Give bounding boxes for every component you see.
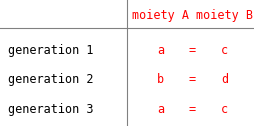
Text: c: c — [220, 44, 227, 57]
Text: =: = — [188, 44, 195, 57]
Text: =: = — [188, 103, 195, 116]
Text: generation 2: generation 2 — [8, 73, 93, 86]
Text: moiety A: moiety A — [132, 9, 188, 22]
Text: generation 3: generation 3 — [8, 103, 93, 116]
Text: a: a — [156, 103, 164, 116]
Text: a: a — [156, 44, 164, 57]
Text: b: b — [156, 73, 164, 86]
Text: c: c — [220, 103, 227, 116]
Text: d: d — [220, 73, 227, 86]
Text: generation 1: generation 1 — [8, 44, 93, 57]
Text: =: = — [188, 73, 195, 86]
Text: moiety B: moiety B — [195, 9, 252, 22]
